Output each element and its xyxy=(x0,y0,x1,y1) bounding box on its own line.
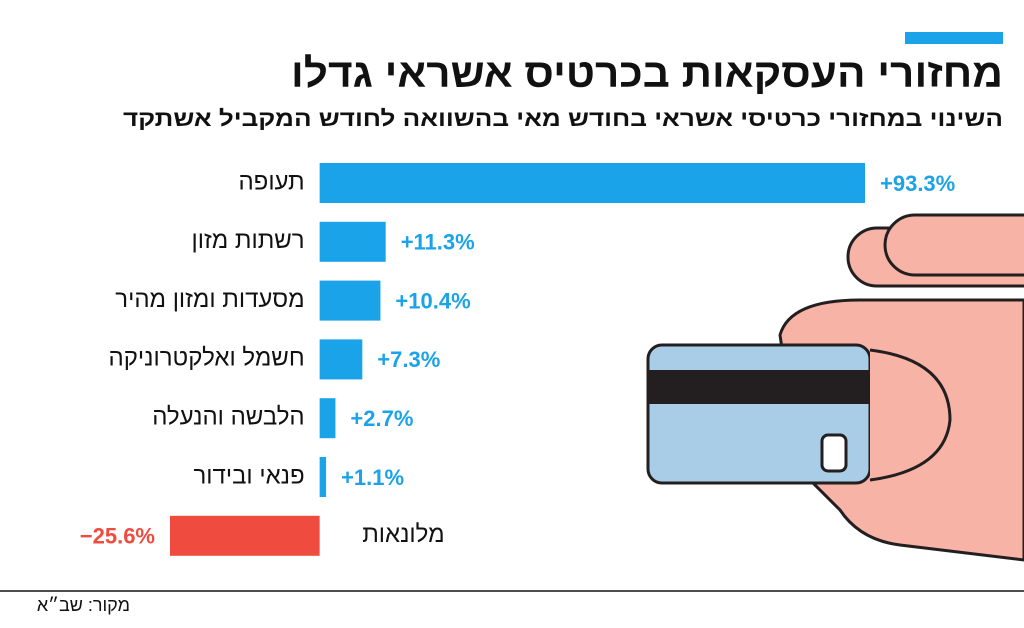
source: מקור: שב״א xyxy=(37,595,130,615)
category-label: מלונאות xyxy=(362,521,444,548)
category-label: פנאי ובידור xyxy=(193,462,304,489)
value-label: +93.3% xyxy=(880,171,955,196)
category-label: רשתות מזון xyxy=(192,227,305,254)
bar xyxy=(319,221,386,262)
chart-subtitle: השינוי במחזורי כרטיסי אשראי בחודש מאי בה… xyxy=(123,106,1003,131)
bar xyxy=(170,515,320,556)
value-label: +1.1% xyxy=(341,465,404,490)
value-label: +7.3% xyxy=(377,347,440,372)
bar xyxy=(319,163,865,203)
category-label: חשמל ואלקטרוניקה xyxy=(109,345,305,372)
value-label: −25.6% xyxy=(80,524,155,549)
chart-title: מחזורי העסקאות בכרטיס אשראי גדלו xyxy=(291,52,1003,96)
category-label: מסעדות ומזון מהיר xyxy=(115,286,304,313)
value-label: +11.3% xyxy=(401,230,475,255)
bar xyxy=(319,339,363,380)
category-label: הלבשה והנעלה xyxy=(152,404,304,431)
value-label: +2.7% xyxy=(350,406,413,431)
accent-bar xyxy=(905,32,1003,44)
bar xyxy=(319,457,327,497)
hand-illustration xyxy=(646,213,1024,562)
bar xyxy=(319,280,381,321)
bar xyxy=(319,398,336,439)
value-label: +10.4% xyxy=(395,288,470,313)
category-label: תעופה xyxy=(238,168,304,195)
